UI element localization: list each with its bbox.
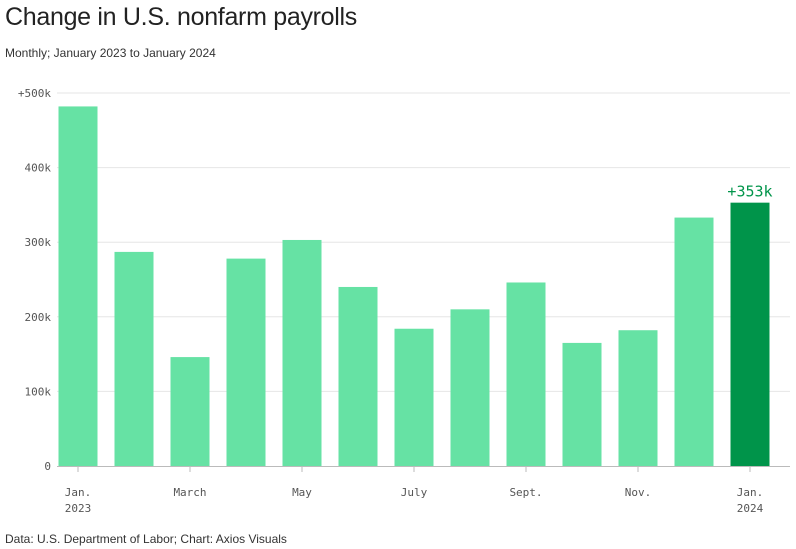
data-label: +353k xyxy=(727,183,772,201)
labels: 0 100k 200k 300k 400k +500k Jan. 2023 March May Ju… xyxy=(18,87,773,515)
y-tick-label: 300k xyxy=(25,236,52,249)
bar-13 xyxy=(730,202,770,467)
source-note: Data: U.S. Department of Labor; Chart: A… xyxy=(5,532,287,546)
bar-chart: 0 100k 200k 300k 400k +500k Jan. 2023 March May Ju… xyxy=(18,87,790,515)
y-tick-label: 100k xyxy=(25,385,52,398)
chart-title: Change in U.S. nonfarm payrolls xyxy=(5,3,357,31)
x-tick-label: Sept. xyxy=(509,486,542,499)
bar-12 xyxy=(674,217,714,466)
y-tick-label: 0 xyxy=(44,460,51,473)
bars xyxy=(58,106,770,467)
chart-subtitle: Monthly; January 2023 to January 2024 xyxy=(5,46,216,60)
y-tick-label: 200k xyxy=(25,311,52,324)
bar-2 xyxy=(114,251,154,466)
bar-8 xyxy=(450,309,490,466)
bar-7 xyxy=(394,328,434,466)
bar-1 xyxy=(58,106,98,466)
bar-9 xyxy=(506,282,546,466)
bar-3 xyxy=(170,357,210,466)
x-tick-label: March xyxy=(173,486,206,499)
x-tick-year-label: 2023 xyxy=(65,502,92,515)
bar-4 xyxy=(226,258,266,466)
x-tick-label: Jan. xyxy=(65,486,92,499)
x-tick-label: July xyxy=(401,486,428,499)
x-tick-label: May xyxy=(292,486,312,499)
x-tick-label: Nov. xyxy=(625,486,652,499)
x-tick-year-label: 2024 xyxy=(737,502,764,515)
bar-11 xyxy=(618,330,658,466)
y-tick-label: +500k xyxy=(18,87,51,100)
y-tick-label: 400k xyxy=(25,162,52,175)
bar-6 xyxy=(338,286,378,466)
x-tick-label: Jan. xyxy=(737,486,764,499)
bar-5 xyxy=(282,239,322,466)
bar-10 xyxy=(562,342,602,466)
